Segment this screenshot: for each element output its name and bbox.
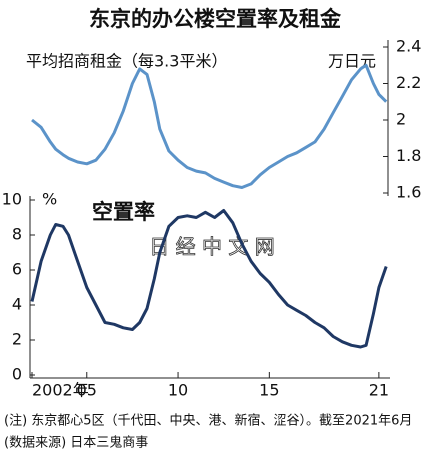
y-unit: % [42,190,57,209]
source: (数据来源) 日本三鬼商事 [4,435,148,451]
y2-tick-label: 2.4 [396,37,421,56]
y-tick-label: 4 [12,295,22,314]
x-tick-label: 10 [168,381,188,400]
note: (注) 东京都心5区（千代田、中央、港、新宿、涩谷）。截至2021年6月 [4,413,412,429]
y-tick-label: 6 [12,260,22,279]
y-tick-label: 2 [12,330,22,349]
line [30,209,388,349]
y2-tick-label: 1.6 [396,183,421,202]
x-tick-label: 21 [369,381,389,400]
x-tick-label: 05 [77,381,97,400]
x-tick-label: 2002年 [32,381,89,400]
watermark: 日 经 中 文 网 [149,235,274,259]
y-tick-label: 10 [2,190,22,209]
vacancy-label: 空置率 [92,200,155,224]
rent-label: 平均招商租金（每3.3平米） [26,52,227,71]
y2-tick-label: 2 [396,110,406,129]
y2-tick-label: 1.8 [396,146,421,165]
chart-title: 东京的办公楼空置率及租金 [89,7,342,31]
y-tick-label: 8 [12,225,22,244]
line [31,63,388,189]
y2-tick-label: 2.2 [396,73,421,92]
y-tick-label: 0 [12,365,22,384]
x-tick-label: 15 [259,381,279,400]
y2-unit: 万日元 [328,52,376,71]
